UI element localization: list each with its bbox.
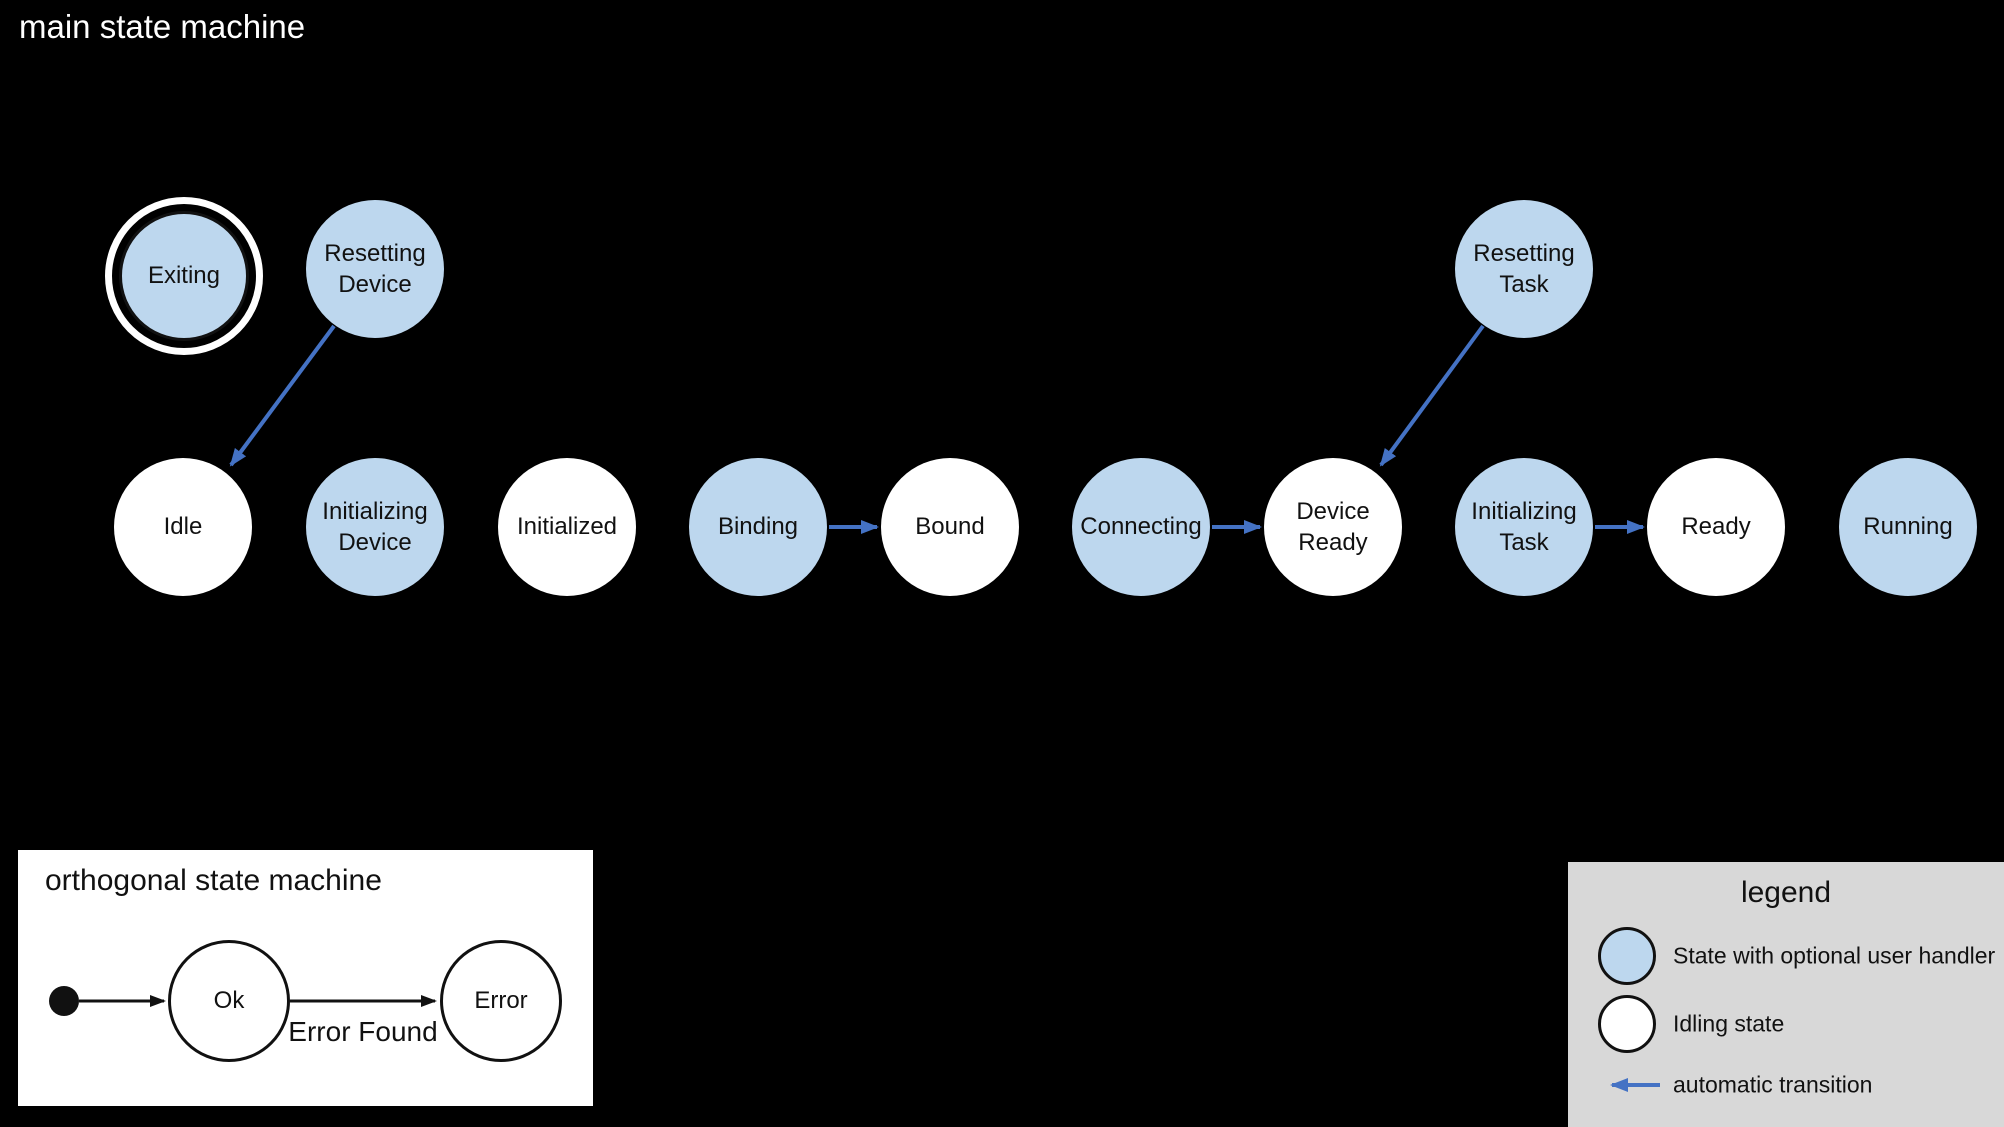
- transition-label-error-found: Error Found: [288, 1016, 438, 1047]
- state-label: Initializing Device: [322, 497, 428, 556]
- state-binding: Binding: [689, 458, 827, 596]
- state-exiting-final-ring: Exiting: [105, 197, 263, 355]
- state-label: Ready: [1681, 513, 1751, 541]
- state-label: Resetting Task: [1473, 239, 1575, 298]
- legend-title: legend: [1740, 876, 1832, 909]
- state-label: Initialized: [516, 513, 618, 541]
- state-ok: Ok: [168, 940, 290, 1062]
- state-label: Connecting: [1080, 513, 1202, 541]
- state-label: Device Ready: [1296, 497, 1370, 556]
- idling-state-swatch: [1598, 995, 1656, 1053]
- state-label: Bound: [915, 513, 985, 541]
- handler-state-swatch: [1598, 927, 1656, 985]
- state-resetting-device: Resetting Device: [306, 200, 444, 338]
- state-label: Error: [474, 987, 528, 1015]
- legend-item-label: Idling state: [1673, 1010, 1785, 1037]
- state-label: Initializing Task: [1471, 497, 1577, 556]
- state-idle: Idle: [114, 458, 252, 596]
- state-connecting: Connecting: [1072, 458, 1210, 596]
- legend-panel: legend State with optional user handler …: [1568, 862, 2004, 1127]
- legend-item-label: automatic transition: [1673, 1071, 1873, 1098]
- state-label: Idle: [163, 513, 203, 541]
- state-ready: Ready: [1647, 458, 1785, 596]
- state-label: Binding: [717, 513, 799, 541]
- state-running: Running: [1839, 458, 1977, 596]
- state-label: Exiting: [147, 262, 221, 290]
- arrow-resetting-task-to-device-ready: [1379, 324, 1485, 467]
- state-label: Ok: [213, 987, 245, 1015]
- legend-item-label: State with optional user handler: [1673, 942, 1996, 969]
- state-error: Error: [440, 940, 562, 1062]
- state-initializing-device: Initializing Device: [306, 458, 444, 596]
- arrow-resetting-device-to-idle: [229, 324, 336, 467]
- automatic-transition-arrow-icon: [1610, 1078, 1660, 1092]
- state-initializing-task: Initializing Task: [1455, 458, 1593, 596]
- state-initialized: Initialized: [498, 458, 636, 596]
- main-diagram-title: main state machine: [19, 8, 306, 45]
- state-device-ready: Device Ready: [1264, 458, 1402, 596]
- state-label: Running: [1863, 513, 1953, 541]
- initial-state-dot: [49, 986, 79, 1016]
- orthogonal-machine-title: orthogonal state machine: [45, 864, 382, 897]
- state-bound: Bound: [881, 458, 1019, 596]
- orthogonal-state-machine-panel: orthogonal state machine Ok Error Error …: [18, 850, 593, 1106]
- state-label: Resetting Device: [324, 239, 426, 298]
- state-resetting-task: Resetting Task: [1455, 200, 1593, 338]
- state-exiting: Exiting: [119, 211, 249, 341]
